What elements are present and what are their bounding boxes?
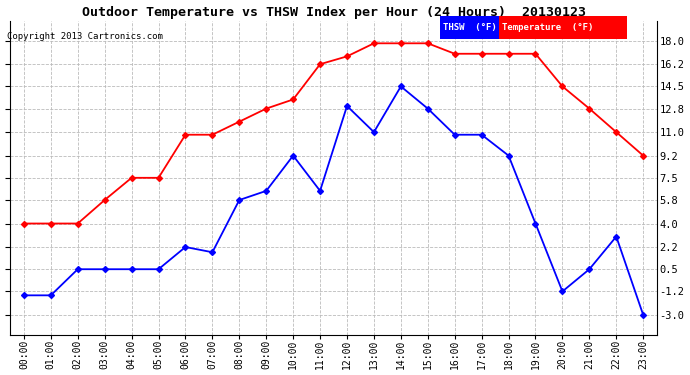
Text: Temperature  (°F): Temperature (°F)	[502, 23, 593, 32]
Text: THSW  (°F): THSW (°F)	[443, 23, 497, 32]
Title: Outdoor Temperature vs THSW Index per Hour (24 Hours)  20130123: Outdoor Temperature vs THSW Index per Ho…	[81, 6, 586, 18]
Text: Copyright 2013 Cartronics.com: Copyright 2013 Cartronics.com	[7, 32, 163, 41]
